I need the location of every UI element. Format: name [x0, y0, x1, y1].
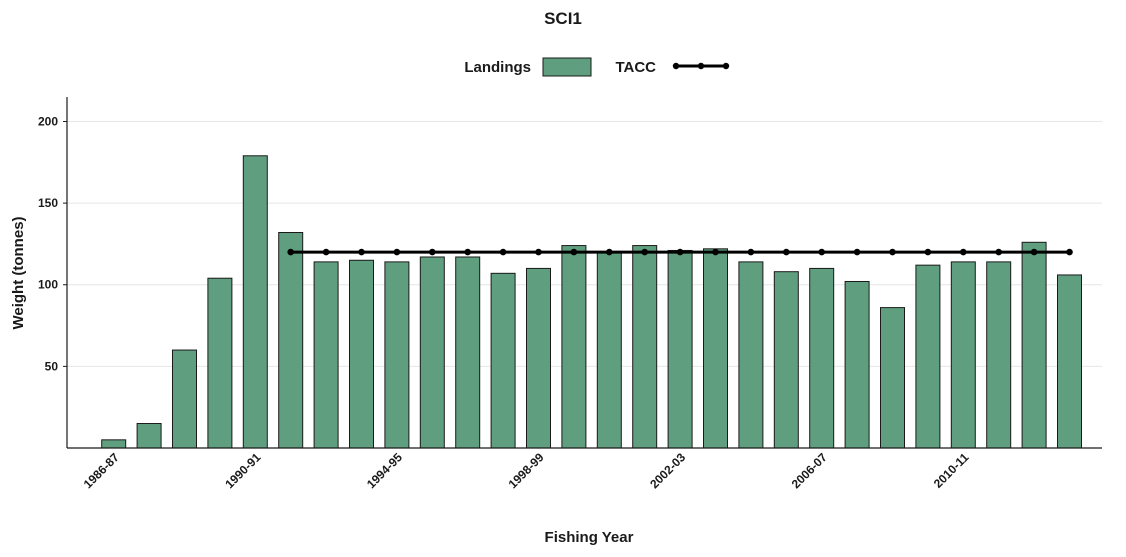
bar-1995-96 [419, 256, 445, 449]
x-tick-label: 1986-87 [81, 450, 122, 491]
tacc-point-1993-94 [358, 248, 365, 256]
bar-2009-10 [915, 264, 941, 449]
tacc-point-2004-05 [747, 248, 755, 256]
bar-2003-04 [703, 248, 728, 449]
tacc-point-1999-00 [570, 248, 578, 256]
bar-2010-11 [950, 261, 976, 449]
y-tick-label: 200 [38, 114, 58, 128]
chart-title: SCI1 [544, 9, 582, 28]
tacc-point-2012-13 [1030, 248, 1038, 256]
y-axis-title: Weight (tonnes) [10, 216, 27, 329]
legend-label-tacc: TACC [615, 59, 656, 76]
legend: Landings TACC [464, 57, 730, 77]
bar-2002-03 [667, 249, 693, 449]
bar-1996-97 [455, 256, 481, 449]
bar-1994-95 [384, 261, 410, 449]
bar-2005-06 [773, 271, 799, 449]
x-tick-label: 1994-95 [364, 450, 405, 491]
bar-1993-94 [349, 259, 374, 449]
tacc-point-1995-96 [429, 248, 436, 256]
bar-1986-87 [101, 439, 127, 449]
bar-2011-12 [986, 261, 1012, 449]
tacc-point-1992-93 [322, 248, 330, 256]
tacc-point-2006-07 [818, 248, 825, 256]
tacc-point-2005-06 [783, 248, 790, 256]
tacc-point-2011-12 [995, 248, 1002, 256]
bar-1988-89 [172, 349, 197, 449]
bar-1991-92 [278, 232, 304, 449]
legend-swatch-landings [542, 57, 592, 77]
legend-tacc-marker [697, 62, 705, 70]
tacc-point-2013-14 [1066, 248, 1073, 256]
tacc-point-1996-97 [464, 248, 472, 256]
x-tick-label: 2006-07 [789, 450, 830, 491]
tacc-point-1991-92 [287, 248, 295, 256]
tacc-line [287, 248, 1073, 256]
legend-tacc-marker [672, 62, 680, 70]
bar-1998-99 [526, 267, 551, 449]
bar-2004-05 [738, 261, 764, 449]
tacc-point-2008-09 [889, 248, 896, 256]
tacc-point-2010-11 [960, 248, 967, 256]
bar-2013-14 [1057, 274, 1082, 449]
bar-1997-98 [490, 272, 516, 449]
x-tick-label: 1998-99 [506, 450, 547, 491]
y-tick-label: 100 [38, 278, 58, 292]
bar-1992-93 [313, 261, 339, 449]
bar-2006-07 [809, 267, 835, 449]
tacc-point-1998-99 [535, 248, 542, 256]
bar-2007-08 [844, 280, 870, 449]
landings-bars [101, 155, 1082, 449]
bar-2000-01 [596, 251, 622, 449]
bar-1990-91 [242, 155, 268, 449]
tacc-point-2002-03 [676, 248, 684, 256]
tacc-point-1994-95 [393, 248, 401, 256]
x-tick-label: 1990-91 [222, 450, 263, 491]
x-tick-labels: 1986-87 1990-91 1994-95 1998-99 2002-03 2006-… [81, 450, 972, 491]
tacc-point-2000-01 [606, 248, 613, 256]
bar-2012-13 [1021, 241, 1047, 449]
y-tick-labels: 50 100 150 200 [38, 114, 67, 373]
axes [66, 97, 1102, 449]
bar-2008-09 [880, 307, 905, 449]
legend-swatch-tacc [672, 62, 730, 70]
x-axis-title: Fishing Year [545, 529, 634, 546]
tacc-point-2009-10 [924, 248, 932, 256]
legend-tacc-marker [722, 62, 730, 70]
legend-label-landings: Landings [464, 59, 531, 76]
bar-1987-88 [136, 423, 162, 449]
bar-2001-02 [632, 245, 658, 449]
y-tick-label: 150 [38, 196, 58, 210]
tacc-point-2001-02 [641, 248, 648, 256]
tacc-point-1997-98 [499, 248, 507, 256]
bar-1989-90 [207, 277, 233, 449]
y-tick-label: 50 [45, 359, 59, 373]
x-tick-label: 2010-11 [931, 450, 972, 491]
x-tick-label: 2002-03 [647, 450, 688, 491]
bar-1999-00 [561, 245, 587, 449]
tacc-point-2003-04 [712, 248, 719, 256]
tacc-point-2007-08 [853, 248, 861, 256]
